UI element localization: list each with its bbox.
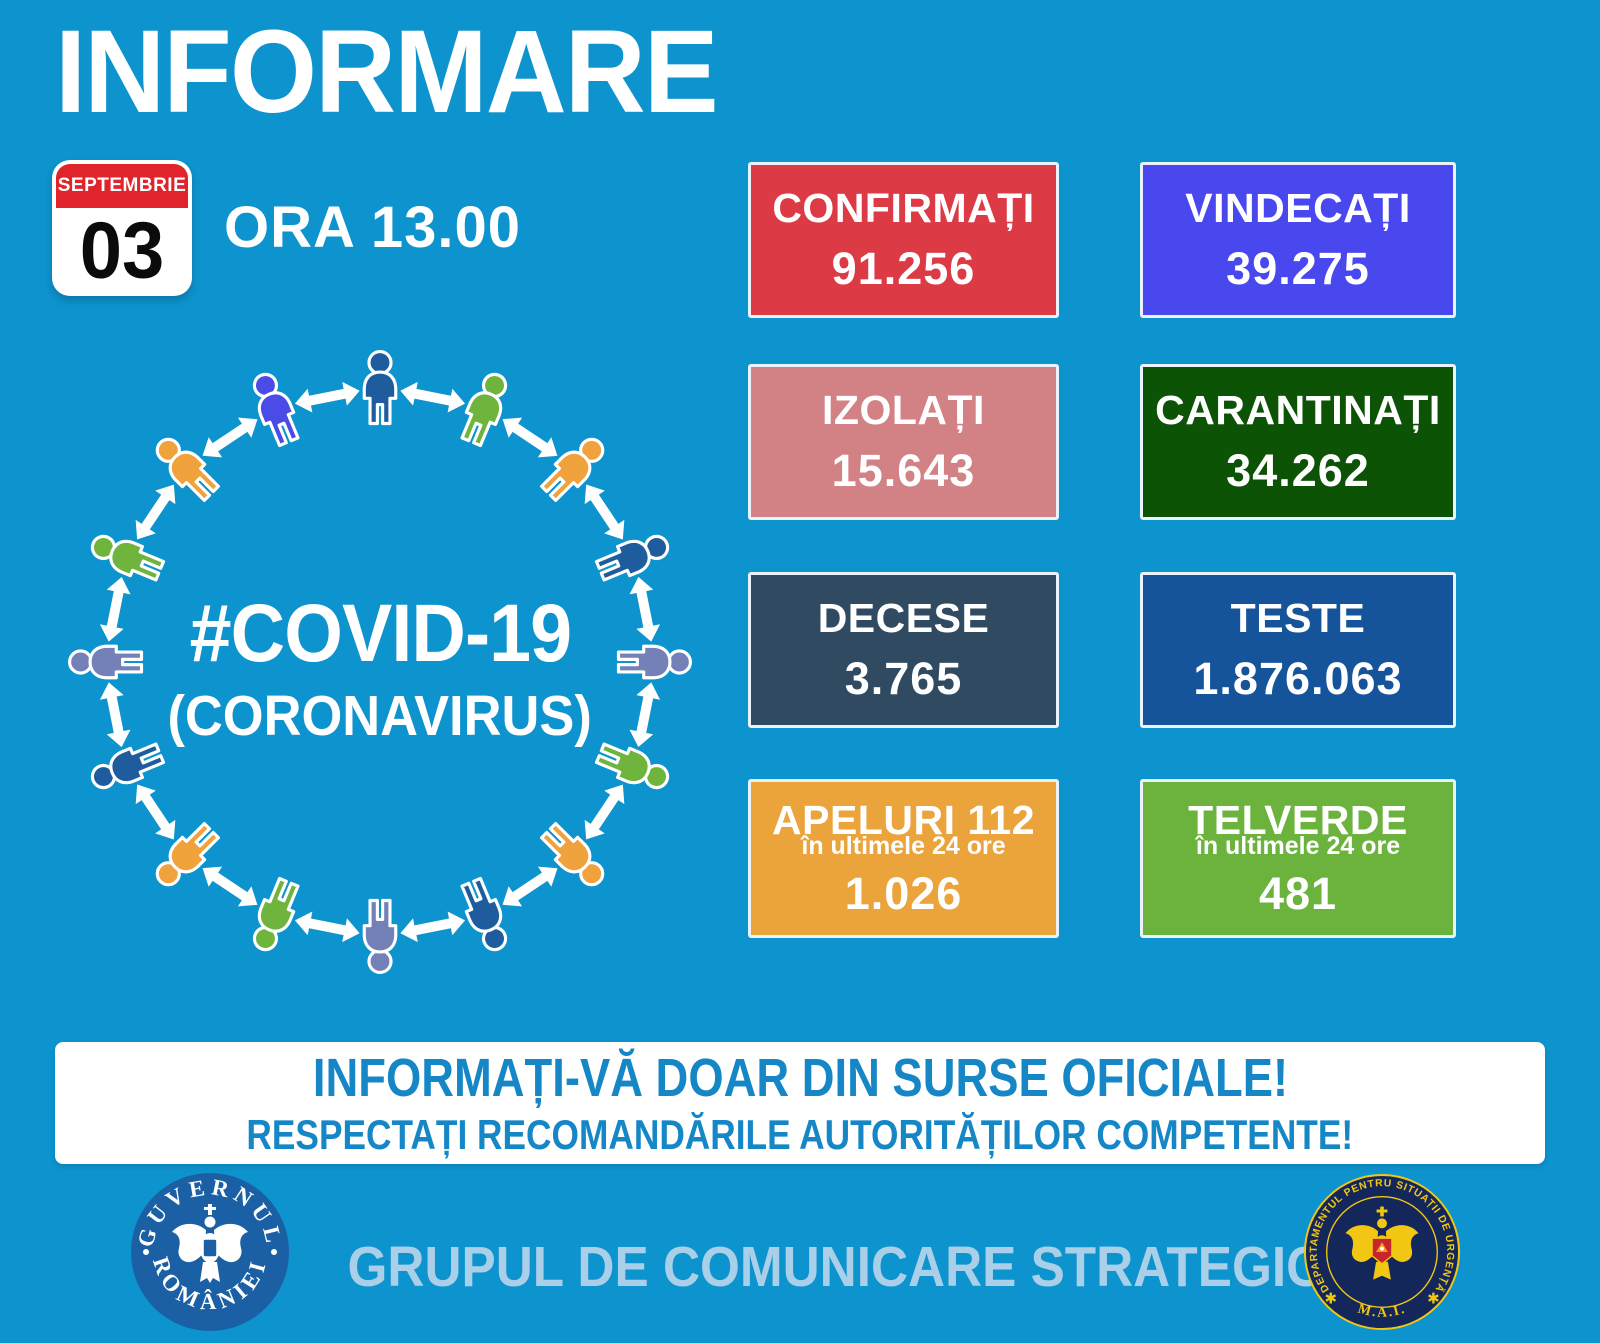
stat-label: DECESE xyxy=(817,594,990,641)
stat-card-izolati: IZOLAȚI 15.643 xyxy=(748,364,1059,520)
double-arrow-icon xyxy=(135,784,176,840)
dsu-star-left: ✱ xyxy=(1324,1291,1336,1307)
stat-sublabel: în ultimele 24 ore xyxy=(801,832,1006,860)
double-arrow-icon xyxy=(400,911,466,943)
stat-card-decese: DECESE 3.765 xyxy=(748,572,1059,728)
time-label: ORA 13.00 xyxy=(224,195,521,260)
double-arrow-icon xyxy=(584,784,625,840)
double-arrow-icon xyxy=(502,866,558,907)
gov-eagle-icon xyxy=(172,1204,248,1283)
person-icon xyxy=(460,372,508,448)
calendar-month: SEPTEMBRIE xyxy=(56,164,188,208)
stat-value: 39.275 xyxy=(1226,243,1370,295)
double-arrow-icon xyxy=(202,417,258,458)
page-title: INFORMARE xyxy=(55,6,719,138)
calendar-day: 03 xyxy=(79,205,165,296)
calendar-icon: SEPTEMBRIE 03 xyxy=(52,160,192,296)
double-arrow-icon xyxy=(294,911,360,943)
double-arrow-icon xyxy=(400,381,466,413)
svg-text:M.A.I.: M.A.I. xyxy=(1356,1301,1407,1320)
person-icon xyxy=(460,876,508,952)
person-icon xyxy=(252,876,300,952)
government-of-romania-logo: GUVERNUL ROMÂNIEI xyxy=(131,1173,289,1331)
person-icon xyxy=(90,742,166,790)
double-arrow-icon xyxy=(99,576,131,642)
stat-card-carantinati: CARANTINAȚI 34.262 xyxy=(1140,364,1456,520)
official-sources-banner: INFORMAȚI-VĂ DOAR DIN SURSE OFICIALE! RE… xyxy=(55,1042,1545,1164)
stat-label: TELVERDE xyxy=(1188,797,1408,843)
person-icon xyxy=(90,534,166,582)
people-circle-illustration: #COVID-19 (CORONAVIRUS) xyxy=(60,335,700,995)
stat-card-teste: TESTE 1.876.063 xyxy=(1140,572,1456,728)
dsu-star-right: ✱ xyxy=(1427,1291,1439,1307)
covid-hashtag: #COVID-19 xyxy=(189,588,572,679)
stat-card-vindecati: VINDECAȚI 39.275 xyxy=(1140,162,1456,318)
stat-label: CARANTINAȚI xyxy=(1155,386,1441,433)
stat-header: APELURI 112 în ultimele 24 ore xyxy=(772,797,1035,861)
double-arrow-icon xyxy=(629,682,661,748)
dsu-logo-mai-text: M.A.I. xyxy=(1356,1301,1405,1320)
person-icon xyxy=(155,437,221,503)
coronavirus-label: (CORONAVIRUS) xyxy=(167,684,593,748)
banner-line-1: INFORMAȚI-VĂ DOAR DIN SURSE OFICIALE! xyxy=(312,1048,1288,1108)
person-icon xyxy=(539,437,605,503)
person-icon xyxy=(362,898,398,974)
double-arrow-icon xyxy=(202,866,258,907)
stat-card-telverde: TELVERDE în ultimele 24 ore 481 xyxy=(1140,779,1456,938)
person-icon xyxy=(594,742,670,790)
stat-value: 481 xyxy=(1258,868,1338,919)
covid-hashtag-block: #COVID-19 (CORONAVIRUS) xyxy=(60,587,700,749)
banner-line-2: RESPECTAȚI RECOMANDĂRILE AUTORITĂȚILOR C… xyxy=(246,1111,1354,1158)
double-arrow-icon xyxy=(294,381,360,413)
double-arrow-icon xyxy=(629,576,661,642)
stat-label: VINDECAȚI xyxy=(1185,184,1411,231)
stat-value: 1.876.063 xyxy=(1193,653,1403,705)
double-arrow-icon xyxy=(502,417,558,458)
strategic-communication-group-label: GRUPUL DE COMUNICARE STRATEGICĂ xyxy=(347,1235,1361,1299)
double-arrow-icon xyxy=(99,682,131,748)
stat-value: 34.262 xyxy=(1226,445,1370,497)
stat-card-confirmati: CONFIRMAȚI 91.256 xyxy=(748,162,1059,318)
person-icon xyxy=(252,372,300,448)
stat-value: 15.643 xyxy=(831,445,976,497)
person-icon xyxy=(616,644,692,680)
person-icon xyxy=(155,821,221,887)
stat-sublabel: în ultimele 24 ore xyxy=(1195,832,1401,860)
people-circle-svg xyxy=(68,350,692,974)
stat-label: TESTE xyxy=(1230,594,1366,641)
stat-header: TELVERDE în ultimele 24 ore xyxy=(1188,797,1408,861)
person-icon xyxy=(594,534,670,582)
double-arrow-icon xyxy=(584,484,625,540)
stat-value: 3.765 xyxy=(844,653,963,705)
stat-value: 1.026 xyxy=(844,868,963,919)
person-icon xyxy=(539,821,605,887)
double-arrow-icon xyxy=(135,484,176,540)
person-icon xyxy=(68,644,144,680)
stat-label: APELURI 112 xyxy=(772,797,1035,843)
person-icon xyxy=(362,350,398,426)
stat-value: 91.256 xyxy=(831,243,976,295)
dsu-eagle-icon xyxy=(1345,1206,1419,1280)
stat-label: CONFIRMAȚI xyxy=(772,184,1035,231)
stat-card-apeluri-112: APELURI 112 în ultimele 24 ore 1.026 xyxy=(748,779,1059,938)
stat-label: IZOLAȚI xyxy=(822,386,985,433)
dsu-emergency-department-logo: DEPARTAMENTUL PENTRU SITUAȚII DE URGENȚĂ… xyxy=(1303,1173,1461,1331)
